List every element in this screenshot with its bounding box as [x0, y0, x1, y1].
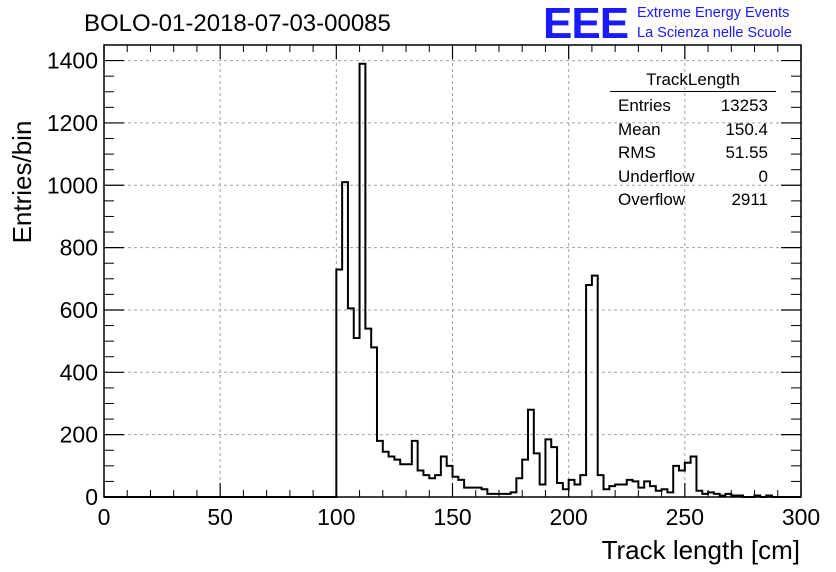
stats-value: 13253 — [720, 96, 768, 115]
stats-label: Entries — [618, 96, 671, 115]
stats-value: 0 — [758, 166, 768, 186]
x-tick-labels: 0 50 100 150 200 250 300 — [98, 504, 821, 530]
x-tick-label: 0 — [98, 504, 111, 530]
y-tick-labels: 0 200 400 600 800 1000 1200 1400 — [47, 48, 98, 510]
y-tick-label: 600 — [60, 297, 98, 323]
stats-label: RMS — [618, 143, 656, 162]
x-tick-label: 100 — [317, 504, 355, 530]
stats-label: Mean — [618, 119, 661, 139]
histogram-line — [104, 62, 801, 498]
chart-title: BOLO-01-2018-07-03-00085 — [84, 10, 391, 37]
axis-ticks — [103, 44, 802, 498]
stats-label: Overflow — [618, 190, 686, 209]
x-tick-label: 200 — [549, 504, 587, 530]
x-tick-label: 150 — [433, 504, 471, 530]
stats-box: TrackLength Entries 13253 Mean 150.4 RMS 51… — [610, 70, 776, 212]
x-axis-label: Track length [cm] — [602, 535, 800, 565]
stats-row-underflow: Underflow 0 — [610, 165, 776, 189]
y-tick-label: 1000 — [47, 172, 98, 198]
eee-logo-mark: EEE — [543, 0, 629, 48]
grid-lines — [104, 45, 801, 497]
stats-row-entries: Entries 13253 — [610, 94, 776, 118]
stats-value: 51.55 — [725, 143, 768, 162]
y-tick-label: 800 — [60, 235, 98, 261]
y-axis-label: Entries/bin — [7, 121, 37, 244]
stats-label: Underflow — [618, 166, 695, 186]
stats-title: TrackLength — [610, 70, 776, 92]
logo-line-2: La Scienza nelle Scuole — [637, 25, 792, 41]
stats-row-mean: Mean 150.4 — [610, 118, 776, 142]
logo-line-1: Extreme Energy Events — [637, 5, 790, 21]
x-tick-label: 300 — [782, 504, 820, 530]
y-tick-label: 200 — [60, 422, 98, 448]
x-tick-label: 50 — [207, 504, 233, 530]
y-tick-label: 400 — [60, 359, 98, 385]
stats-row-rms: RMS 51.55 — [610, 141, 776, 165]
y-tick-label: 0 — [85, 484, 98, 510]
x-tick-label: 250 — [666, 504, 704, 530]
y-tick-label: 1200 — [47, 110, 98, 136]
stats-value: 2911 — [731, 190, 768, 209]
eee-logo-text: Extreme Energy Events La Scienza nelle S… — [637, 3, 792, 43]
stats-row-overflow: Overflow 2911 — [610, 188, 776, 212]
stats-value: 150.4 — [725, 119, 768, 139]
y-tick-label: 1400 — [47, 48, 98, 74]
